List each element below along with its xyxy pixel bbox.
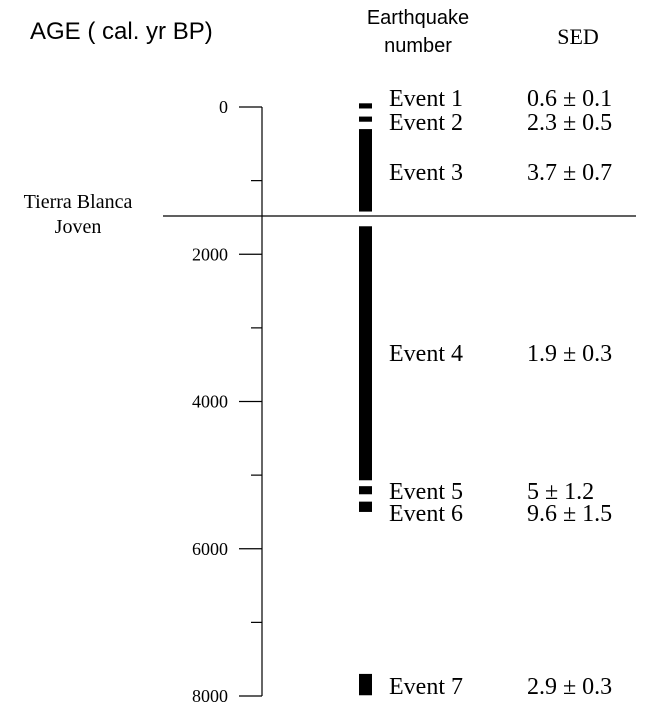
event-bar bbox=[359, 673, 372, 696]
sed-value: 0.6 ± 0.1 bbox=[527, 86, 612, 112]
event-bars bbox=[359, 103, 372, 696]
sed-value: 5 ± 1.2 bbox=[527, 479, 594, 505]
sed-header: SED bbox=[557, 24, 599, 49]
sed-value: 3.7 ± 0.7 bbox=[527, 160, 612, 186]
axis-ticks: 0 2000 4000 6000 8000 bbox=[192, 97, 262, 706]
event-label: Event 1 bbox=[389, 86, 463, 112]
sed-value: 9.6 ± 1.5 bbox=[527, 501, 612, 527]
event-label: Event 3 bbox=[389, 160, 463, 186]
sed-value: 1.9 ± 0.3 bbox=[527, 341, 612, 367]
event-bar bbox=[359, 501, 372, 512]
sed-value: 2.9 ± 0.3 bbox=[527, 674, 612, 700]
event-label: Event 5 bbox=[389, 479, 463, 505]
earthquake-header-line1: Earthquake bbox=[367, 7, 469, 29]
event-bar bbox=[359, 226, 372, 481]
tick-label: 6000 bbox=[192, 539, 228, 559]
tick-label: 8000 bbox=[192, 686, 228, 706]
earthquake-header-line2: number bbox=[384, 35, 452, 57]
event-label: Event 7 bbox=[389, 674, 463, 700]
tick-label: 0 bbox=[219, 97, 228, 117]
event-bar bbox=[359, 103, 372, 109]
event-bar bbox=[359, 486, 372, 495]
tick-label: 2000 bbox=[192, 244, 228, 264]
age-axis-header: AGE ( cal. yr BP) bbox=[30, 18, 213, 45]
event-label: Event 6 bbox=[389, 501, 463, 527]
tick-label: 4000 bbox=[192, 392, 228, 412]
event-bar bbox=[359, 116, 372, 122]
unit-label-line1: Tierra Blanca bbox=[24, 191, 133, 213]
event-label: Event 4 bbox=[389, 341, 463, 367]
sed-value: 2.3 ± 0.5 bbox=[527, 110, 612, 136]
event-bar bbox=[359, 129, 372, 212]
event-labels: Event 1 0.6 ± 0.1 Event 2 2.3 ± 0.5 Event 3 3… bbox=[389, 86, 612, 700]
event-label: Event 2 bbox=[389, 110, 463, 136]
unit-label-line2: Joven bbox=[55, 216, 102, 238]
